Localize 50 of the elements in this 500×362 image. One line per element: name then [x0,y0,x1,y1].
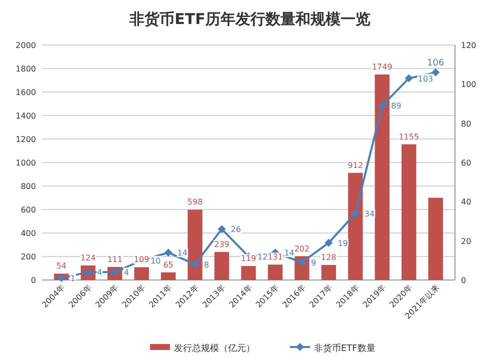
data-label: 1155 [398,132,420,142]
y2-tick-label: 100 [461,80,476,90]
data-label: 14 [284,248,294,258]
data-label: 239 [214,240,230,249]
data-label: 1749 [372,62,392,72]
y-tick-label: 400 [20,229,36,238]
data-label: 8 [204,260,210,270]
data-label: 34 [364,209,375,218]
y-tick-label: 1400 [16,112,36,120]
data-label: 4 [124,268,129,278]
y2-tick-label: 60 [461,158,472,168]
data-label: 106 [427,58,444,68]
y-tick-label: 600 [20,206,36,214]
y-tick-label: 1200 [16,135,36,144]
y-tick-label: 1600 [16,88,36,97]
data-label: 65 [163,260,174,270]
y2-tick-label: 120 [461,41,476,50]
y-tick-label: 800 [20,182,36,191]
data-label: 119 [240,254,256,264]
y-tick-label: 0 [30,276,36,285]
data-label: 89 [391,102,402,111]
data-label: 12 [258,252,268,262]
data-label: 111 [107,254,122,264]
data-label: 103 [418,74,434,84]
data-label: 912 [348,160,364,170]
data-label: 19 [338,238,348,248]
y-tick-label: 2000 [16,41,36,50]
data-label: 1 [70,274,76,284]
data-label: 109 [134,255,150,264]
data-label: 131 [268,252,283,262]
y2-tick-label: 40 [461,198,472,207]
data-label: 598 [187,198,203,207]
y2-tick-label: 20 [461,236,472,246]
data-label: 10 [150,256,161,266]
data-label: 4 [97,268,102,278]
data-label: 14 [177,248,188,258]
legend-label: 发行总规模（亿元） [174,343,255,354]
data-label: 124 [80,253,96,262]
data-label: 9 [310,258,316,268]
chart-title: 非货币ETF历年发行数量和规模一览 [128,10,370,28]
legend-label: 非货币ETF数量 [314,343,376,354]
y-tick-label: 1800 [16,64,36,74]
data-label: 54 [56,262,66,271]
data-label: 128 [321,252,336,262]
y2-tick-label: 80 [461,119,472,128]
y-tick-label: 200 [20,252,36,262]
data-label: 26 [230,225,241,234]
y2-tick-label: 0 [461,276,466,285]
data-label: 202 [294,244,310,254]
y-tick-label: 1000 [16,158,36,168]
